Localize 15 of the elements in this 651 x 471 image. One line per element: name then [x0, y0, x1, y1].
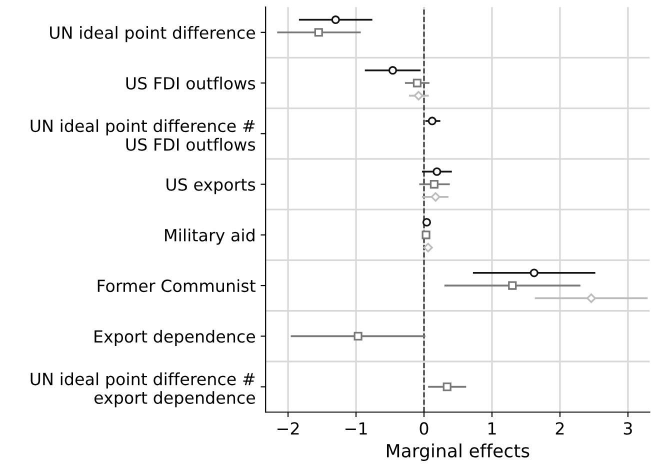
y-tick-label: UN ideal point difference # US FDI outflows: [30, 119, 256, 151]
y-tick-label: US exports: [166, 178, 256, 194]
y-tick-label: UN ideal point difference: [50, 26, 255, 42]
y-tick-label: Former Communist: [98, 279, 256, 292]
y-tick-label: US FDI outflows: [126, 76, 256, 90]
y-tick-label: UN ideal point difference # export dependence: [30, 372, 255, 408]
x-tick-label: 3: [624, 422, 632, 435]
x-axis-title: Marginal effects: [387, 444, 530, 462]
x-tick-label: 0: [420, 422, 428, 435]
x-tick-label: 1: [488, 422, 496, 435]
x-tick-label: −2: [278, 422, 299, 435]
y-tick-label: Export dependence: [94, 330, 255, 346]
x-tick-label: −1: [346, 422, 367, 435]
y-tick-label: Military aid: [165, 228, 254, 245]
x-tick-label: 2: [556, 422, 564, 435]
